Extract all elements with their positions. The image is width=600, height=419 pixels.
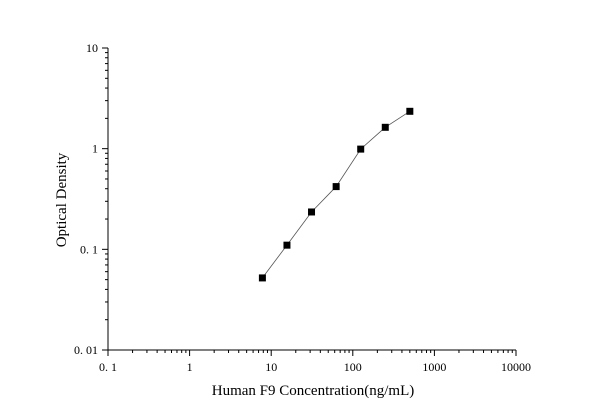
axes [107, 48, 516, 351]
x-tick-label: 1 [187, 360, 193, 374]
series [258, 107, 414, 282]
x-tick-label: 100 [344, 360, 362, 374]
data-point [332, 183, 340, 191]
x-axis-title: Human F9 Concentration(ng/mL) [212, 383, 414, 399]
y-tick-label: 1 [92, 142, 98, 156]
data-point [406, 107, 414, 115]
fit-line [262, 110, 411, 279]
x-tick-label: 0. 1 [99, 360, 117, 374]
x-tick-label: 10000 [501, 360, 531, 374]
y-tick-label: 0. 1 [80, 242, 98, 256]
x-tick-label: 10 [265, 360, 277, 374]
y-tick-label: 0. 01 [74, 343, 98, 357]
data-point [308, 208, 316, 216]
y-axis-title: Optical Density [54, 152, 70, 247]
data-point [381, 123, 389, 131]
y-tick-label: 10 [86, 41, 98, 55]
x-tick-label: 1000 [422, 360, 446, 374]
data-point [357, 145, 365, 153]
data-point [258, 274, 266, 282]
data-point [283, 241, 291, 249]
